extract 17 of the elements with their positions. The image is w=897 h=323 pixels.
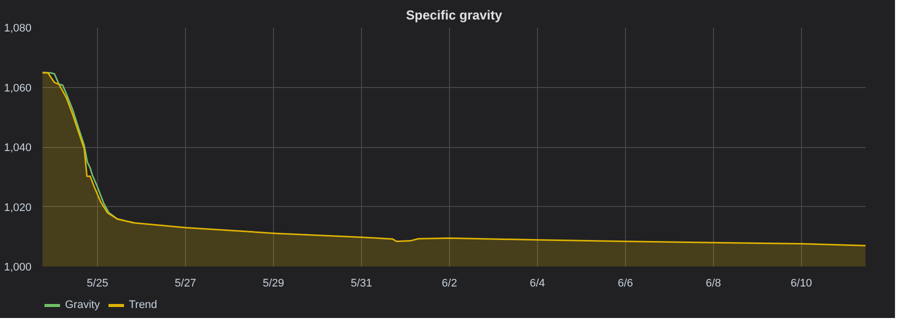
x-tick-label: 5/31	[350, 278, 372, 290]
x-tick-label: 5/29	[262, 278, 284, 290]
x-tick-label: 6/10	[790, 278, 812, 290]
y-tick-label: 1,020	[4, 202, 32, 214]
legend-label: Gravity	[65, 299, 100, 311]
x-tick-label: 6/2	[442, 278, 458, 290]
y-tick-label: 1,080	[4, 22, 32, 34]
legend-label: Trend	[128, 299, 158, 311]
y-tick-label: 1,040	[4, 142, 32, 154]
chart-title: Specific gravity	[406, 8, 503, 22]
x-tick-label: 6/8	[706, 278, 722, 290]
x-tick-label: 5/27	[174, 278, 196, 290]
x-tick-label: 6/6	[618, 278, 634, 290]
x-tick-label: 5/25	[86, 278, 108, 290]
y-tick-label: 1,000	[4, 262, 32, 274]
y-tick-label: 1,060	[4, 82, 32, 94]
x-tick-label: 6/4	[530, 278, 546, 290]
